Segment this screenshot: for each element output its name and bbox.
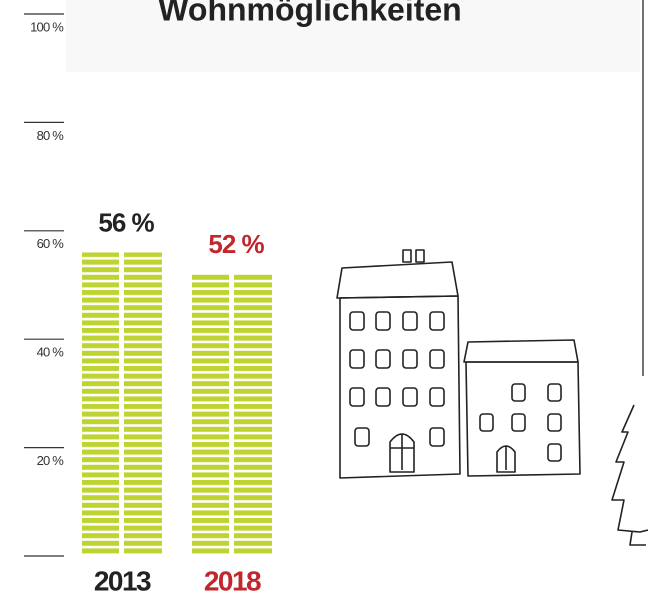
value-label: 52 %	[208, 229, 264, 259]
bar	[192, 274, 272, 556]
bar	[82, 252, 162, 557]
x-tick-label: 2013	[94, 565, 151, 596]
bar-column	[124, 252, 162, 557]
title-background	[66, 0, 640, 72]
bar-column	[192, 274, 229, 556]
y-tick-label: 80 %	[37, 128, 65, 143]
bar-column	[82, 252, 119, 557]
x-tick-label: 2018	[204, 565, 261, 596]
y-tick-label: 100 %	[30, 19, 64, 34]
y-tick-label: 40 %	[37, 345, 65, 360]
y-tick-label: 20 %	[37, 453, 65, 468]
houses-illustration	[336, 249, 648, 546]
chart-title: Wohnmöglichkeiten	[158, 0, 461, 27]
bar-column	[234, 274, 272, 556]
y-tick-label: 60 %	[37, 236, 65, 251]
value-label: 56 %	[98, 207, 154, 237]
